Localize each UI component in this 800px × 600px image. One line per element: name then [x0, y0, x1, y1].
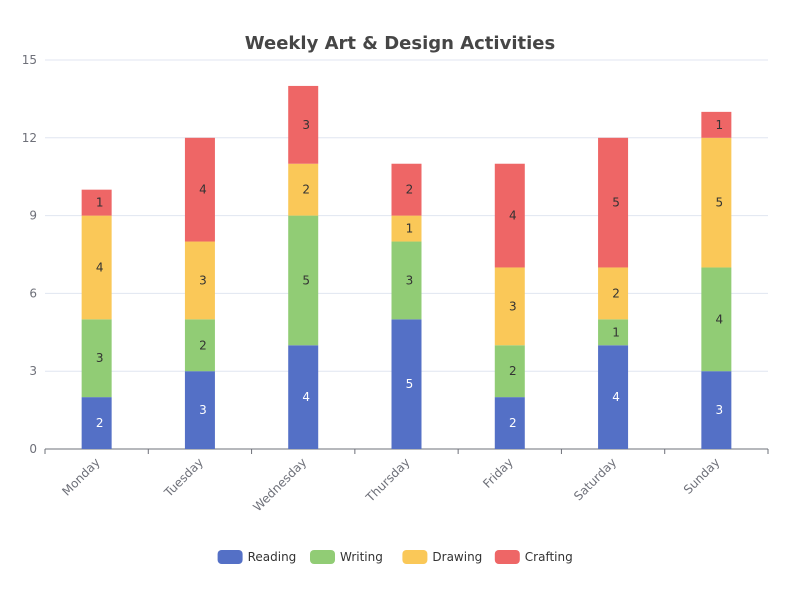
legend-item-crafting[interactable]: Crafting	[494, 550, 573, 564]
bar-value-label: 3	[199, 403, 207, 417]
bar-value-label: 1	[716, 118, 724, 132]
bar-value-label: 5	[716, 196, 724, 210]
bar-segment-writing[interactable]	[184, 319, 215, 372]
bar-value-label: 3	[406, 273, 414, 287]
bar-segment-reading[interactable]	[598, 345, 629, 449]
legend-item-writing[interactable]: Writing	[310, 550, 383, 564]
bar-value-label: 2	[96, 416, 104, 430]
bars: 2 3 4 1 3 2 3 4 4 5 2 3 5 3 1 2 2 2 3 4 4 1 2 5 3 4 5 1	[81, 85, 732, 449]
x-tick-label: Friday	[480, 455, 516, 491]
bar-segment-reading[interactable]	[288, 345, 319, 449]
y-tick-label: 6	[29, 286, 37, 300]
chart-title: Weekly Art & Design Activities	[245, 33, 555, 54]
bar-value-label: 1	[406, 222, 414, 236]
bar-segment-crafting[interactable]	[494, 163, 525, 268]
legend-label: Writing	[340, 550, 383, 564]
bar-segment-crafting[interactable]	[598, 137, 629, 268]
bar-segment-reading[interactable]	[391, 319, 422, 449]
legend-item-reading[interactable]: Reading	[217, 550, 297, 564]
bar-value-label: 2	[509, 416, 517, 430]
bar-value-label: 1	[96, 196, 104, 210]
bar-segment-drawing[interactable]	[391, 215, 422, 242]
bar-value-label: 4	[302, 390, 310, 404]
legend: Reading Writing Drawing Crafting	[217, 550, 573, 564]
bar-value-label: 3	[96, 351, 104, 365]
y-tick-label: 12	[22, 131, 37, 145]
bar-value-label: 3	[509, 299, 517, 313]
bar-segment-drawing[interactable]	[184, 241, 215, 320]
bar-value-label: 4	[96, 260, 104, 274]
bar-segment-writing[interactable]	[494, 345, 525, 398]
legend-swatch	[310, 550, 335, 564]
y-tick-label: 15	[22, 53, 37, 67]
bar-value-label: 2	[406, 183, 414, 197]
bar-segment-reading[interactable]	[81, 397, 112, 449]
bar-segment-crafting[interactable]	[701, 111, 732, 138]
bar-segment-drawing[interactable]	[701, 137, 732, 268]
bar-segment-writing[interactable]	[701, 267, 732, 372]
bar-value-label: 2	[302, 183, 310, 197]
bar-value-label: 4	[509, 209, 517, 223]
x-tick-label: Thursday	[363, 455, 413, 505]
legend-label: Drawing	[432, 550, 482, 564]
legend-label: Crafting	[525, 550, 573, 564]
bar-value-label: 4	[199, 183, 207, 197]
bar-segment-writing[interactable]	[81, 319, 112, 398]
bar-segment-drawing[interactable]	[288, 163, 319, 216]
bar-segment-drawing[interactable]	[598, 267, 629, 320]
bar-value-label: 4	[612, 390, 620, 404]
bar-value-label: 3	[716, 403, 724, 417]
legend-swatch	[494, 550, 520, 564]
legend-item-drawing[interactable]: Drawing	[402, 550, 482, 564]
legend-swatch	[402, 550, 428, 564]
bar-segment-crafting[interactable]	[391, 163, 422, 216]
bar-value-label: 5	[612, 196, 620, 210]
y-tick-label: 0	[29, 442, 37, 456]
bar-value-label: 5	[302, 273, 310, 287]
bar-value-label: 2	[199, 338, 207, 352]
x-tick-label: Saturday	[571, 455, 619, 503]
x-tick-label: Sunday	[681, 455, 723, 497]
bar-segment-writing[interactable]	[391, 241, 422, 320]
legend-swatch	[217, 550, 243, 564]
bar-segment-writing[interactable]	[288, 215, 319, 346]
x-tick-label: Tuesday	[161, 455, 206, 500]
bar-value-label: 3	[199, 273, 207, 287]
bar-segment-reading[interactable]	[184, 371, 215, 449]
x-tick-label: Monday	[59, 455, 102, 498]
bar-value-label: 2	[509, 364, 517, 378]
y-tick-label: 9	[29, 209, 37, 223]
bar-segment-reading[interactable]	[701, 371, 732, 449]
bar-value-label: 5	[406, 377, 414, 391]
bar-value-label: 4	[716, 312, 724, 326]
bar-segment-writing[interactable]	[598, 319, 629, 346]
bar-value-label: 1	[612, 325, 620, 339]
legend-label: Reading	[248, 550, 297, 564]
bar-segment-reading[interactable]	[494, 397, 525, 449]
bar-segment-drawing[interactable]	[81, 215, 112, 320]
bar-value-label: 3	[302, 118, 310, 132]
bar-segment-drawing[interactable]	[494, 267, 525, 346]
bar-value-label: 2	[612, 286, 620, 300]
bar-segment-crafting[interactable]	[81, 189, 112, 216]
x-tick-label: Wednesday	[250, 455, 309, 514]
bar-segment-crafting[interactable]	[288, 85, 319, 164]
y-tick-label: 3	[29, 364, 37, 378]
bar-segment-crafting[interactable]	[184, 137, 215, 242]
